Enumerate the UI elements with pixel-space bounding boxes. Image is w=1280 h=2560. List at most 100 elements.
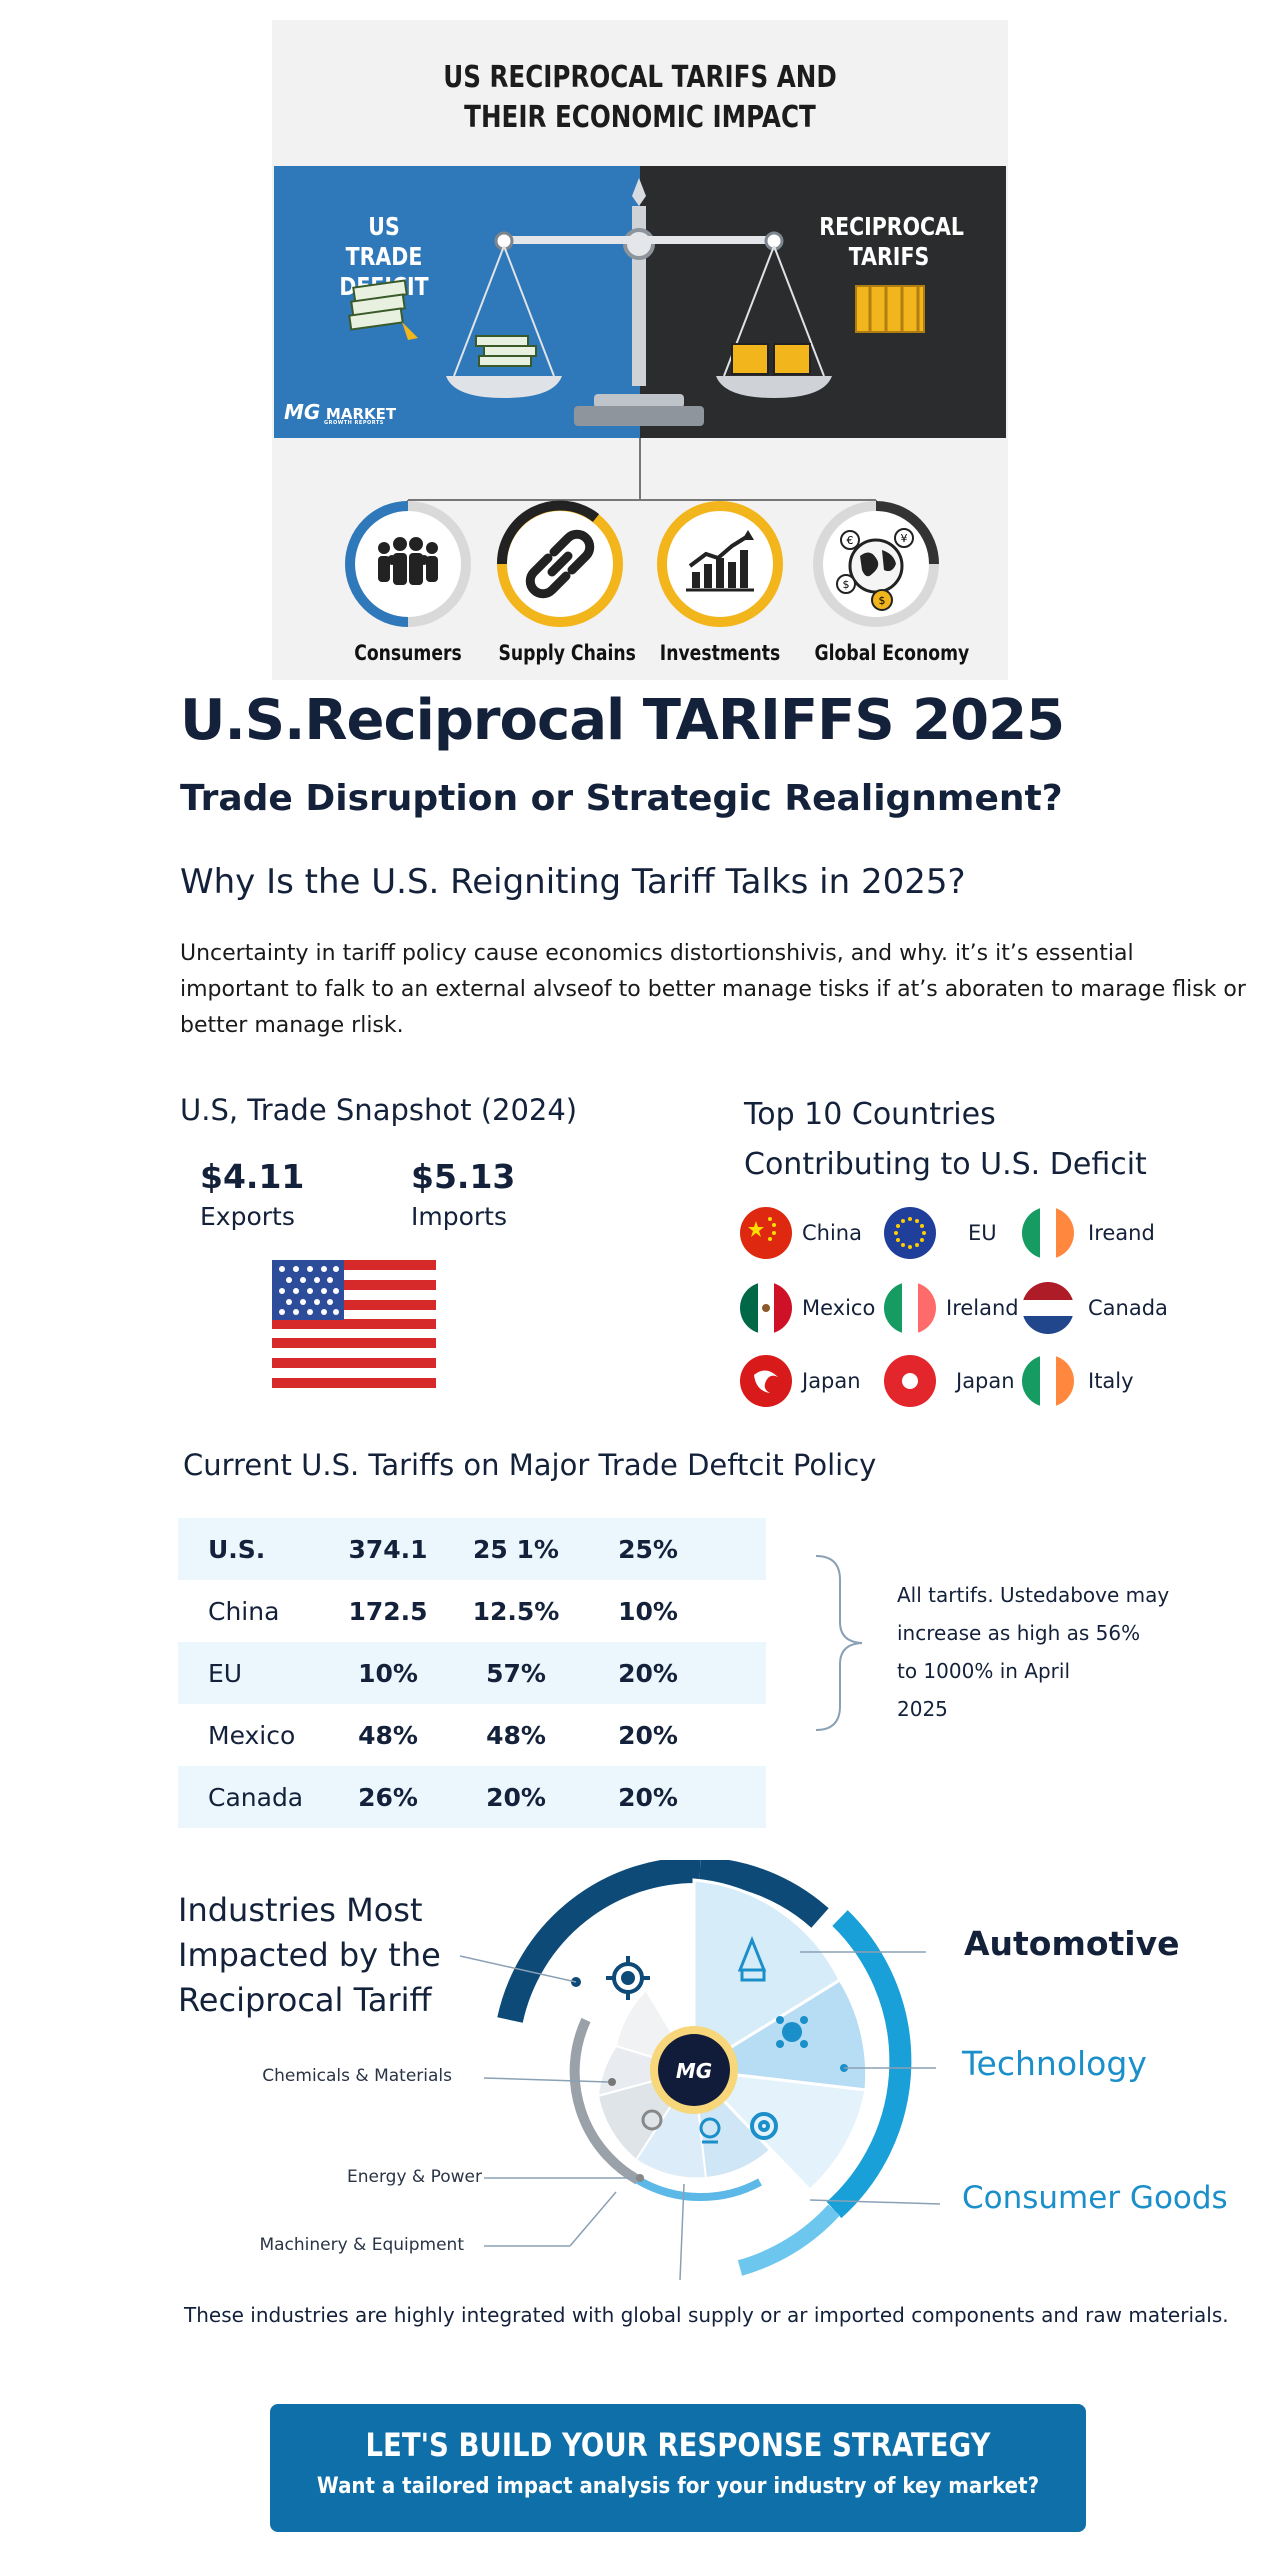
ireland-flag-icon (1022, 1207, 1074, 1259)
cog-icon (750, 2112, 778, 2140)
imports-value: $5.13 (411, 1157, 516, 1196)
exports-label: Exports (200, 1202, 295, 1231)
tariff-panel (640, 166, 1006, 438)
deficit-label: US TRADE DEFICIT (327, 212, 442, 302)
ireland-flag-icon (1022, 1355, 1074, 1407)
impact-investments: Investments (645, 500, 795, 665)
industry-technology: Technology (962, 2044, 1147, 2083)
scale-panel: US TRADE DEFICIT RECIPROCAL TARIFS (274, 166, 1006, 438)
connector-lines (407, 438, 877, 508)
tariff-note: All tartifs. Ustedabove may increase as … (897, 1576, 1197, 1728)
impact-label-supply-chains: Supply Chains (498, 641, 636, 665)
balance-scale-icon (348, 178, 925, 426)
banner-title: US RECIPROCAL TARIFS AND THEIR ECONOMIC … (338, 58, 942, 138)
impact-label-global-economy: Global Economy (814, 641, 970, 665)
page-subtitle: Trade Disruption or Strategic Realignmen… (180, 778, 1063, 819)
segment-consumer-goods (690, 2068, 868, 2193)
table-cell: Canada (208, 1783, 304, 1812)
logo-mg: MG (284, 400, 321, 424)
table-cell: 20% (618, 1659, 678, 1688)
country-japan-2: Japan (884, 1355, 1015, 1407)
tariff-table-title: Current U.S. Tariffs on Major Trade Deft… (183, 1448, 877, 1482)
center-logo: MG (676, 2059, 712, 2083)
note-line4: 2025 (897, 1697, 948, 1721)
table-cell: U.S. (208, 1535, 266, 1564)
country-canada: Canada (1022, 1282, 1168, 1334)
table-cell: 374.1 (348, 1535, 428, 1564)
car-part-icon (737, 1935, 767, 1982)
country-name: Canada (1088, 1296, 1168, 1320)
outer-dark-arc (497, 1860, 701, 2023)
table-cell: EU (208, 1659, 243, 1688)
impact-label-consumers: Consumers (354, 641, 462, 665)
netherlands-flag-icon (1022, 1282, 1074, 1334)
us-flag-icon (272, 1260, 436, 1388)
eu-flag-icon (884, 1207, 936, 1259)
industries-footnote: These industries are highly integrated w… (184, 2303, 1229, 2327)
table-cell: China (208, 1597, 280, 1626)
note-line3: to 1000% in April (897, 1659, 1070, 1683)
mexico-flag-icon (740, 1282, 792, 1334)
snapshot-title: U.S, Trade Snapshot (2024) (180, 1093, 578, 1127)
svg-text:¥: ¥ (901, 532, 908, 545)
chip-icon (776, 2016, 808, 2048)
table-row: China 172.5 12.5% 10% (178, 1580, 766, 1642)
intro-line3: better manage rlisk. (180, 1013, 404, 1038)
table-cell: 12.5% (472, 1597, 560, 1626)
table-cell: 25 1% (473, 1535, 559, 1564)
robot-arm-icon (699, 2117, 721, 2144)
top10-title-line2: Contributing to U.S. Deficit (744, 1147, 1147, 1182)
exports-value: $4.11 (200, 1157, 305, 1196)
deficit-label-line1: US TRADE (345, 212, 423, 271)
tariff-label: RECIPROCAL TARIFS (819, 212, 964, 272)
table-cell: 25% (618, 1535, 678, 1564)
table-row: Mexico 48% 48% 20% (178, 1704, 766, 1766)
banner-title-line1: US RECIPROCAL TARIFS AND (443, 60, 837, 95)
banner-card: US RECIPROCAL TARIFS AND THEIR ECONOMIC … (272, 20, 1008, 680)
country-ireland-2: Ireland (884, 1282, 1019, 1334)
table-cell: 20% (618, 1721, 678, 1750)
industries-title-line1: Industries Most (178, 1891, 423, 1929)
country-name: EU (968, 1221, 997, 1245)
segment-automotive (692, 1878, 842, 2073)
country-mexico: Mexico (740, 1282, 875, 1334)
table-cell: 57% (486, 1659, 546, 1688)
table-row: Canada 26% 20% 20% (178, 1766, 766, 1828)
svg-text:$: $ (879, 594, 886, 607)
note-line2: increase as high as 56% (897, 1621, 1141, 1645)
page-title: U.S.Reciprocal TARIFFS 2025 (180, 688, 1065, 753)
svg-text:€: € (847, 534, 854, 547)
note-line1: All tartifs. Ustedabove may (897, 1583, 1170, 1607)
top10-title-line1: Top 10 Countries (744, 1097, 996, 1132)
table-cell: 48% (358, 1721, 418, 1750)
growth-chart-icon (657, 501, 783, 627)
table-cell: 10% (618, 1597, 678, 1626)
tariff-label-line2: TARIFS (848, 242, 930, 271)
industries-radial-diagram: MG (459, 1860, 941, 2280)
section-question: Why Is the U.S. Reigniting Tariff Talks … (180, 862, 966, 902)
machine-icon (641, 2109, 663, 2131)
cta-subtitle: Want a tailored impact analysis for your… (316, 2474, 1040, 2499)
globe-currency-icon: € ¥ $ $ (813, 501, 939, 627)
people-icon (345, 501, 471, 627)
country-name: Mexico (802, 1296, 876, 1320)
top10-title: Top 10 Countries Contributing to U.S. De… (744, 1090, 1147, 1190)
country-name: China (802, 1221, 862, 1245)
table-cell: 48% (486, 1721, 546, 1750)
money-stack-icon (348, 279, 418, 340)
country-name: Ireland (946, 1296, 1019, 1320)
japan-flag-icon (884, 1355, 936, 1407)
country-china: China (740, 1207, 862, 1259)
banner-title-line2: THEIR ECONOMIC IMPACT (464, 100, 816, 135)
industries-title-line2: Impacted by the (178, 1936, 441, 1974)
logo-line1: MARKET (325, 405, 397, 423)
table-cell: Mexico (208, 1721, 296, 1750)
intro-line2: important to falk to an external alvseof… (180, 977, 1246, 1002)
table-cell: 172.5 (348, 1597, 428, 1626)
country-eu: EU (884, 1207, 997, 1259)
table-cell: 20% (486, 1783, 546, 1812)
impact-consumers: Consumers (333, 500, 483, 665)
red-circle-flag-icon (740, 1355, 792, 1407)
industry-energy: Energy & Power (347, 2167, 482, 2187)
cta-button[interactable]: LET'S BUILD YOUR RESPONSE STRATEGY Want … (270, 2404, 1086, 2532)
